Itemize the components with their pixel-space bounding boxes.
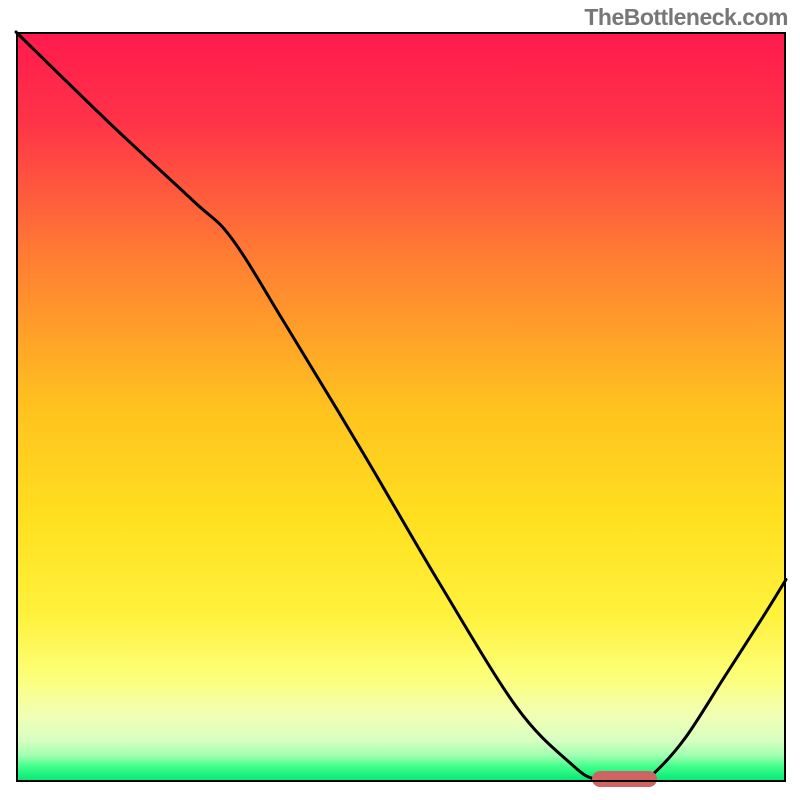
chart-container: TheBottleneck.com (0, 0, 800, 800)
bottleneck-curve (16, 32, 786, 782)
optimal-marker (592, 771, 657, 787)
curve-svg (16, 32, 786, 782)
watermark-text: TheBottleneck.com (584, 4, 788, 31)
plot-area (16, 32, 786, 782)
